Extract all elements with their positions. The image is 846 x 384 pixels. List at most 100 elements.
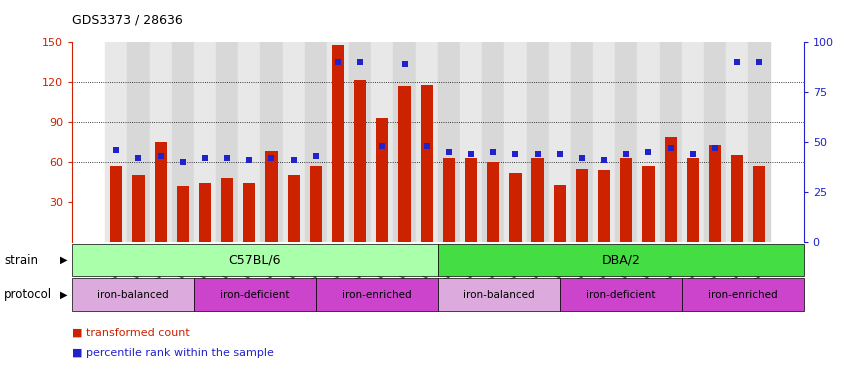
Bar [442,158,455,242]
Text: iron-deficient: iron-deficient [220,290,289,300]
Bar [465,158,477,242]
Bar [487,162,499,242]
Text: DBA/2: DBA/2 [602,254,640,266]
Point [354,59,367,65]
Bar [283,42,305,242]
Bar [266,151,277,242]
Bar [398,86,410,242]
Bar [371,42,393,242]
Point [154,153,168,159]
Point [486,149,500,155]
Point [132,155,146,161]
Bar [620,158,633,242]
Point [508,151,522,157]
Text: iron-balanced: iron-balanced [97,290,168,300]
Bar [615,42,637,242]
Point [332,59,345,65]
Bar [571,42,593,242]
Bar [155,142,167,242]
Point [575,155,589,161]
Point [753,59,766,65]
Point [198,155,212,161]
Point [109,147,123,153]
Point [530,151,544,157]
Bar [526,42,549,242]
Point [442,149,456,155]
Text: ▶: ▶ [60,290,67,300]
Bar [261,42,283,242]
Bar [288,175,299,242]
Bar [531,158,544,242]
Bar [549,42,571,242]
Text: ■ percentile rank within the sample: ■ percentile rank within the sample [72,348,274,358]
Bar [553,185,566,242]
Bar [150,42,172,242]
Point [243,157,256,163]
Bar [199,183,211,242]
Bar [753,166,766,242]
Bar [731,156,744,242]
Point [730,59,744,65]
Point [220,155,233,161]
Text: ▶: ▶ [60,255,67,265]
Bar [687,158,699,242]
Text: iron-enriched: iron-enriched [342,290,412,300]
Text: iron-enriched: iron-enriched [708,290,777,300]
Text: protocol: protocol [4,288,52,301]
Point [464,151,478,157]
Bar [110,166,123,242]
Point [176,159,190,165]
Bar [194,42,216,242]
Text: C57BL/6: C57BL/6 [228,254,281,266]
Bar [665,137,677,242]
Bar [305,42,327,242]
Point [597,157,611,163]
Bar [460,42,482,242]
Bar [748,42,771,242]
Bar [354,79,366,242]
Text: iron-deficient: iron-deficient [586,290,656,300]
Bar [332,45,344,242]
Bar [642,166,655,242]
Bar [349,42,371,242]
Text: iron-balanced: iron-balanced [463,290,535,300]
Bar [637,42,660,242]
Bar [376,118,388,242]
Bar [504,42,526,242]
Bar [660,42,682,242]
Point [265,155,278,161]
Bar [310,166,322,242]
Text: GDS3373 / 28636: GDS3373 / 28636 [72,14,183,27]
Bar [704,42,726,242]
Bar [726,42,748,242]
Point [642,149,656,155]
Bar [105,42,128,242]
Bar [128,42,150,242]
Bar [393,42,415,242]
Bar [243,183,255,242]
Bar [132,175,145,242]
Point [376,143,389,149]
Bar [682,42,704,242]
Bar [221,178,233,242]
Point [309,153,322,159]
Bar [415,42,437,242]
Point [686,151,700,157]
Point [420,143,433,149]
Text: ■ transformed count: ■ transformed count [72,327,190,337]
Bar [593,42,615,242]
Point [664,145,678,151]
Bar [420,85,433,242]
Bar [172,42,194,242]
Bar [239,42,261,242]
Bar [709,145,721,242]
Bar [482,42,504,242]
Bar [437,42,460,242]
Point [287,157,300,163]
Bar [509,173,521,242]
Bar [216,42,239,242]
Bar [598,170,610,242]
Point [619,151,633,157]
Point [398,61,411,67]
Text: strain: strain [4,254,38,266]
